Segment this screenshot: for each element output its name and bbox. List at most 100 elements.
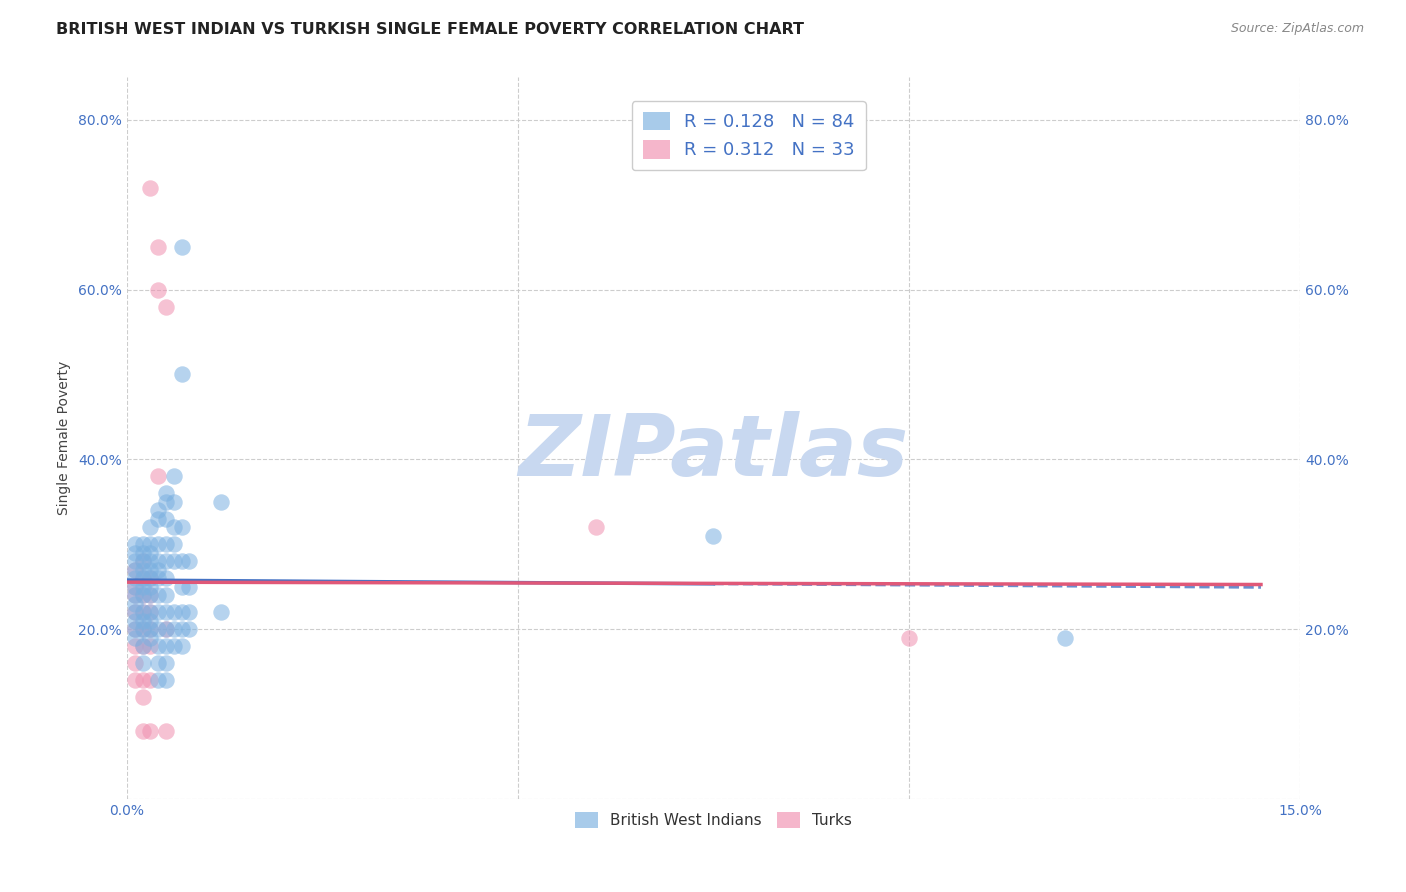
Point xyxy=(124,605,146,619)
Point xyxy=(139,723,162,738)
Point xyxy=(139,605,162,619)
Point xyxy=(170,605,193,619)
Point xyxy=(155,571,177,585)
Point xyxy=(163,605,186,619)
Point xyxy=(163,622,186,636)
Point xyxy=(139,537,162,551)
Point xyxy=(124,605,146,619)
Point xyxy=(146,283,169,297)
Y-axis label: Single Female Poverty: Single Female Poverty xyxy=(58,361,72,516)
Point xyxy=(155,605,177,619)
Point xyxy=(139,571,162,585)
Point xyxy=(124,546,146,560)
Point xyxy=(124,563,146,577)
Point xyxy=(155,537,177,551)
Point xyxy=(146,673,169,687)
Point xyxy=(124,614,146,628)
Point xyxy=(170,622,193,636)
Point xyxy=(1054,631,1077,645)
Point xyxy=(146,563,169,577)
Point xyxy=(163,520,186,534)
Point xyxy=(146,622,169,636)
Point xyxy=(131,588,153,602)
Point xyxy=(131,546,153,560)
Point xyxy=(139,639,162,653)
Point xyxy=(155,656,177,670)
Point xyxy=(124,588,146,602)
Point xyxy=(146,537,169,551)
Point xyxy=(155,588,177,602)
Point xyxy=(209,495,232,509)
Point xyxy=(155,723,177,738)
Point xyxy=(170,639,193,653)
Point xyxy=(139,673,162,687)
Point xyxy=(146,554,169,568)
Point xyxy=(155,673,177,687)
Point xyxy=(155,622,177,636)
Point xyxy=(170,520,193,534)
Point xyxy=(163,469,186,483)
Point xyxy=(170,368,193,382)
Point xyxy=(131,673,153,687)
Point xyxy=(124,622,146,636)
Point xyxy=(155,639,177,653)
Point xyxy=(124,588,146,602)
Point xyxy=(139,622,162,636)
Point xyxy=(163,554,186,568)
Point xyxy=(163,639,186,653)
Point xyxy=(124,537,146,551)
Point xyxy=(146,639,169,653)
Point xyxy=(139,614,162,628)
Point xyxy=(146,503,169,517)
Point xyxy=(131,554,153,568)
Point xyxy=(702,529,724,543)
Point xyxy=(139,605,162,619)
Point xyxy=(139,588,162,602)
Legend: British West Indians, Turks: British West Indians, Turks xyxy=(569,806,858,835)
Point xyxy=(131,690,153,704)
Point xyxy=(124,656,146,670)
Point xyxy=(170,580,193,594)
Point xyxy=(163,495,186,509)
Point xyxy=(139,554,162,568)
Text: BRITISH WEST INDIAN VS TURKISH SINGLE FEMALE POVERTY CORRELATION CHART: BRITISH WEST INDIAN VS TURKISH SINGLE FE… xyxy=(56,22,804,37)
Point xyxy=(124,639,146,653)
Point xyxy=(209,605,232,619)
Text: Source: ZipAtlas.com: Source: ZipAtlas.com xyxy=(1230,22,1364,36)
Point xyxy=(146,656,169,670)
Point xyxy=(170,240,193,254)
Point xyxy=(139,181,162,195)
Point xyxy=(179,622,201,636)
Point xyxy=(124,580,146,594)
Point xyxy=(124,571,146,585)
Point xyxy=(139,563,162,577)
Point xyxy=(585,520,607,534)
Point xyxy=(124,622,146,636)
Point xyxy=(131,605,153,619)
Point xyxy=(124,597,146,611)
Point xyxy=(131,537,153,551)
Point xyxy=(146,588,169,602)
Point xyxy=(139,580,162,594)
Point xyxy=(139,571,162,585)
Point xyxy=(124,580,146,594)
Point xyxy=(155,300,177,314)
Point xyxy=(131,554,153,568)
Text: ZIPatlas: ZIPatlas xyxy=(519,411,908,494)
Point xyxy=(139,622,162,636)
Point xyxy=(139,588,162,602)
Point xyxy=(155,554,177,568)
Point xyxy=(139,546,162,560)
Point xyxy=(179,554,201,568)
Point xyxy=(131,571,153,585)
Point xyxy=(131,580,153,594)
Point xyxy=(131,622,153,636)
Point xyxy=(179,605,201,619)
Point xyxy=(131,563,153,577)
Point xyxy=(155,512,177,526)
Point xyxy=(131,605,153,619)
Point xyxy=(170,554,193,568)
Point xyxy=(124,554,146,568)
Point xyxy=(131,639,153,653)
Point xyxy=(146,512,169,526)
